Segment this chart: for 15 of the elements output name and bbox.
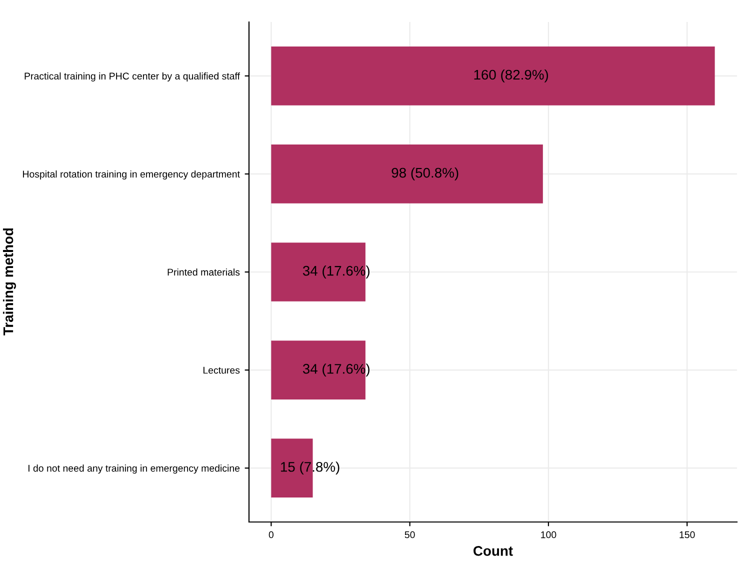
x-tick-label: 0 [268,531,274,538]
data-label: 98 (50.8%) [392,167,458,180]
y-tick-label: Practical training in PHC center by a qualified staff [24,72,240,82]
x-tick-label: 150 [680,531,695,538]
data-label: 160 (82.9%) [474,69,548,82]
y-tick-label: Printed materials [168,268,240,276]
y-tick-label: Lectures [203,366,240,374]
y-tick-label: Hospital rotation training in emergency department [23,170,240,180]
x-tick-label: 50 [404,531,415,538]
bar [271,144,543,204]
y-tick-label: I do not need any training in emergency medicine [28,464,240,474]
x-tick-label: 100 [541,531,556,538]
bar [271,46,715,106]
y-axis-title: Training method [2,228,16,336]
x-axis-title: Count [474,546,513,556]
